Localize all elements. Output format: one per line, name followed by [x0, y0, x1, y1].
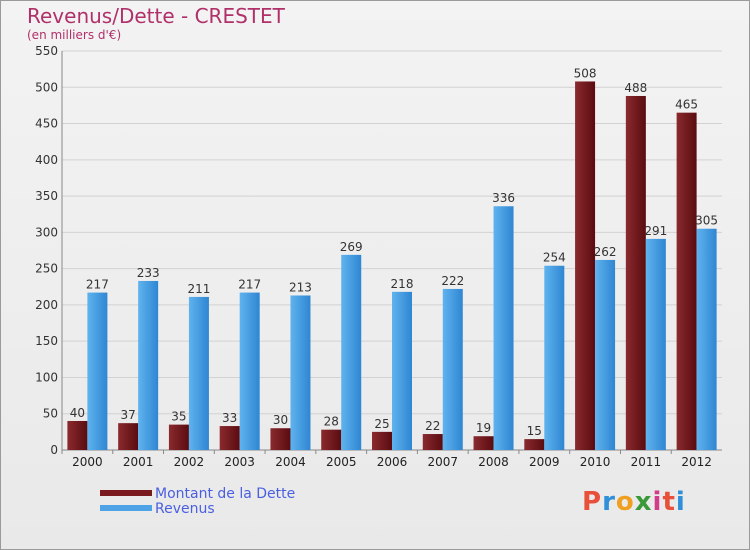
y-tick-label: 50: [43, 407, 58, 421]
logo-letter: i: [652, 487, 663, 517]
y-tick-label: 250: [35, 262, 58, 276]
x-tick-label: 2009: [529, 455, 560, 469]
y-tick-label: 0: [50, 443, 58, 457]
data-label-debt: 19: [476, 421, 491, 435]
bar-revenus: [290, 295, 311, 450]
bar-debt: [524, 439, 545, 450]
bar-revenus: [645, 238, 666, 450]
logo-letter: i: [675, 487, 686, 517]
data-label-debt: 508: [574, 66, 597, 80]
x-tick-label: 2010: [580, 455, 611, 469]
data-label-revenus: 269: [340, 240, 363, 254]
bar-debt: [219, 426, 240, 450]
logo-letter: r: [602, 487, 616, 517]
bar-debt: [575, 81, 596, 451]
x-tick-label: 2012: [681, 455, 712, 469]
data-label-revenus: 222: [441, 274, 464, 288]
bar-debt: [270, 428, 291, 450]
data-label-revenus: 233: [137, 266, 160, 280]
logo-letter: x: [634, 487, 653, 517]
legend-swatch-revenus: [100, 505, 152, 511]
data-label-debt: 465: [675, 98, 698, 112]
y-tick-label: 550: [35, 44, 58, 58]
x-tick-label: 2001: [123, 455, 154, 469]
logo-letter: P: [582, 487, 603, 517]
data-label-debt: 35: [171, 410, 186, 424]
bar-revenus: [239, 292, 260, 450]
x-tick-label: 2007: [427, 455, 458, 469]
data-label-revenus: 254: [543, 251, 566, 265]
bar-revenus: [595, 259, 616, 450]
data-label-revenus: 213: [289, 280, 312, 294]
bar-revenus: [442, 288, 463, 450]
data-label-revenus: 217: [86, 278, 109, 292]
data-label-revenus: 291: [644, 224, 667, 238]
data-label-revenus: 211: [187, 282, 210, 296]
data-label-debt: 33: [222, 411, 237, 425]
logo-letter: o: [615, 487, 635, 517]
proxiti-logo: Proxiti: [582, 487, 686, 517]
bar-revenus: [341, 254, 362, 450]
y-tick-label: 150: [35, 334, 58, 348]
y-tick-label: 200: [35, 298, 58, 312]
data-label-revenus: 262: [594, 245, 617, 259]
bar-debt: [473, 436, 494, 450]
data-label-debt: 15: [527, 424, 542, 438]
bar-revenus: [493, 206, 514, 450]
data-label-revenus: 336: [492, 191, 515, 205]
data-label-revenus: 305: [695, 214, 718, 228]
y-tick-label: 400: [35, 153, 58, 167]
legend-label-revenus: Revenus: [155, 501, 215, 517]
x-tick-label: 2004: [275, 455, 306, 469]
bar-revenus: [544, 265, 565, 450]
y-tick-label: 350: [35, 189, 58, 203]
data-label-debt: 37: [121, 408, 136, 422]
x-tick-label: 2000: [72, 455, 103, 469]
bar-debt: [118, 423, 139, 450]
x-tick-label: 2003: [224, 455, 255, 469]
data-label-debt: 25: [374, 417, 389, 431]
bar-debt: [625, 95, 646, 450]
data-label-debt: 488: [624, 81, 647, 95]
x-tick-label: 2011: [631, 455, 662, 469]
legend-label-debt: Montant de la Dette: [155, 486, 296, 502]
bar-revenus: [87, 292, 108, 450]
x-tick-label: 2008: [478, 455, 509, 469]
bar-debt: [676, 112, 697, 450]
x-tick-label: 2006: [377, 455, 408, 469]
y-tick-label: 300: [35, 225, 58, 239]
y-tick-label: 100: [35, 370, 58, 384]
y-tick-label: 500: [35, 80, 58, 94]
data-label-revenus: 217: [238, 278, 261, 292]
legend-swatch-debt: [100, 490, 152, 496]
data-label-revenus: 218: [391, 277, 414, 291]
y-tick-label: 450: [35, 117, 58, 131]
chart-subtitle: (en milliers d'€): [27, 28, 122, 42]
bar-debt: [372, 431, 392, 450]
bar-debt: [67, 420, 88, 450]
bar-revenus: [392, 291, 412, 450]
x-tick-label: 2002: [174, 455, 205, 469]
data-label-debt: 28: [324, 415, 339, 429]
bar-debt: [321, 429, 342, 450]
bar-revenus: [696, 228, 717, 450]
bar-revenus: [138, 280, 159, 450]
x-tick-label: 2005: [326, 455, 357, 469]
bar-revenus: [188, 296, 209, 450]
bar-debt: [422, 434, 443, 450]
logo-letter: t: [662, 487, 676, 517]
chart-title: Revenus/Dette - CRESTET: [27, 4, 285, 28]
data-label-debt: 30: [273, 413, 288, 427]
data-label-debt: 22: [425, 419, 440, 433]
bar-debt: [168, 424, 189, 450]
data-label-debt: 40: [70, 406, 85, 420]
